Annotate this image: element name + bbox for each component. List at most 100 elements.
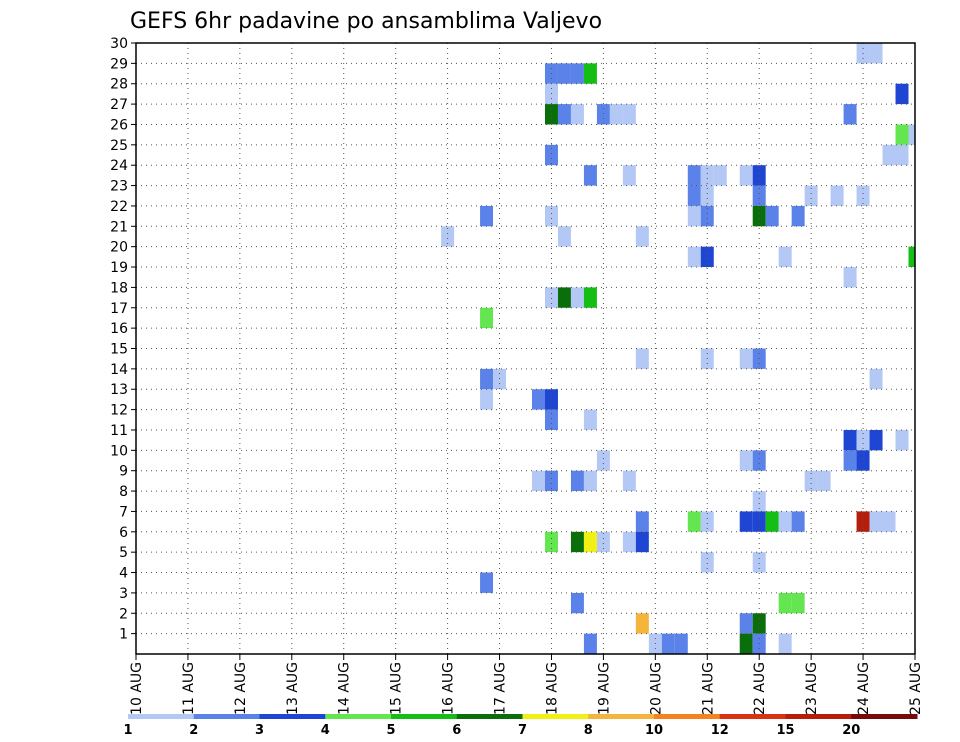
heatmap-cell xyxy=(687,205,701,227)
colorbar-label: 4 xyxy=(321,723,330,738)
grid-lines xyxy=(136,43,915,654)
y-tick-label: 6 xyxy=(119,525,128,541)
heatmap-cell xyxy=(765,205,779,227)
y-tick-label: 14 xyxy=(110,362,128,378)
colorbar: 1 2 3 4 5 6 7 8 10 12 15 20 xyxy=(123,714,918,738)
x-tick-label: 24 AUG xyxy=(856,662,872,715)
heatmap-cell xyxy=(843,429,857,451)
heatmap-cell xyxy=(895,124,909,145)
heatmap-cell xyxy=(778,511,792,532)
heatmap-cell xyxy=(752,491,766,512)
heatmap-cell xyxy=(583,633,597,654)
heatmap-cell xyxy=(480,368,494,390)
heatmap-cell xyxy=(895,429,909,451)
heatmap-cell xyxy=(493,368,507,390)
y-tick-label: 21 xyxy=(110,219,128,235)
colorbar-label: 5 xyxy=(386,723,395,738)
y-tick-label: 13 xyxy=(110,382,128,398)
x-tick-label: 12 AUG xyxy=(233,662,249,715)
colorbar-label: 1 xyxy=(123,723,132,738)
heatmap-cell xyxy=(856,429,870,451)
heatmap-cell xyxy=(480,205,494,227)
heatmap-cell xyxy=(635,348,649,369)
y-tick-label: 29 xyxy=(110,56,128,72)
heatmap-cell xyxy=(609,104,623,125)
heatmap-cell xyxy=(544,531,558,553)
heatmap-cell xyxy=(583,531,597,553)
x-tick-label: 22 AUG xyxy=(752,662,768,715)
heatmap-cell xyxy=(570,531,584,553)
x-tick-label: 25 AUG xyxy=(908,662,924,715)
heatmap-cell xyxy=(622,104,636,125)
heatmap-cell xyxy=(531,389,545,410)
heatmap-cell xyxy=(804,470,818,492)
heatmap-cell xyxy=(895,83,909,105)
heatmap-cell xyxy=(700,552,714,573)
heatmap-cell xyxy=(843,104,857,125)
colorbar-label: 6 xyxy=(452,723,461,738)
x-tick-label: 14 AUG xyxy=(337,662,353,715)
heatmap-cell xyxy=(713,165,727,186)
y-tick-label: 15 xyxy=(110,342,128,358)
heatmap-cell xyxy=(700,205,714,227)
y-tick-label: 12 xyxy=(110,403,128,419)
heatmap-cell xyxy=(622,165,636,186)
heatmap-cell xyxy=(843,450,857,471)
heatmap-cell xyxy=(882,511,896,532)
y-tick-label: 9 xyxy=(119,464,128,480)
y-tick-label: 22 xyxy=(110,199,128,215)
y-tick-label: 8 xyxy=(119,484,128,500)
x-tick-label: 20 AUG xyxy=(648,662,664,715)
y-tick-label: 28 xyxy=(110,77,128,93)
y-tick-label: 24 xyxy=(110,158,128,174)
colorbar-swatch xyxy=(259,714,326,719)
heatmap-cell xyxy=(739,613,753,634)
heatmap-cell xyxy=(791,511,805,532)
heatmap-cell xyxy=(752,552,766,573)
colorbar-swatch xyxy=(522,714,589,719)
heatmap-cell xyxy=(739,511,753,532)
x-tick-label: 13 AUG xyxy=(285,662,301,715)
colorbar-label: 3 xyxy=(255,723,264,738)
heatmap-cell xyxy=(635,613,649,634)
heatmap-cell xyxy=(752,185,766,206)
heatmap-cell xyxy=(570,104,584,125)
x-tick-label: 18 AUG xyxy=(544,662,560,715)
heatmap-cell xyxy=(544,470,558,492)
heatmap-cell xyxy=(544,144,558,166)
heatmap-cell xyxy=(544,205,558,227)
x-tick-label: 21 AUG xyxy=(700,662,716,715)
colorbar-swatch xyxy=(391,714,458,719)
x-tick-label: 10 AUG xyxy=(129,662,145,715)
colorbar-swatch xyxy=(588,714,655,719)
heatmap-cell xyxy=(804,185,818,206)
y-tick-label: 30 xyxy=(110,36,128,52)
heatmap-cell xyxy=(739,165,753,186)
heatmap-cell xyxy=(791,205,805,227)
heatmap-cell xyxy=(869,368,883,390)
y-axis: 1234567891011121314151617181920212223242… xyxy=(110,36,136,643)
y-tick-label: 20 xyxy=(110,240,128,256)
heatmap-cell xyxy=(908,246,915,268)
heatmap-cell xyxy=(700,185,714,206)
colorbar-swatch xyxy=(193,714,260,719)
heatmap-cell xyxy=(752,511,766,532)
plot-frame xyxy=(135,42,916,655)
heatmap-cell xyxy=(869,429,883,451)
heatmap-cell xyxy=(856,185,870,206)
heatmap-cell xyxy=(596,104,610,125)
y-tick-label: 5 xyxy=(119,545,128,561)
heatmap-cell xyxy=(700,511,714,532)
heatmap-cell xyxy=(882,144,896,166)
y-tick-label: 11 xyxy=(110,423,128,439)
x-tick-label: 11 AUG xyxy=(181,662,197,715)
heatmap-cell xyxy=(544,409,558,430)
y-tick-label: 16 xyxy=(110,321,128,337)
heatmap-cell xyxy=(441,226,455,247)
heatmap-cell xyxy=(739,450,753,471)
heatmap-cell xyxy=(557,226,571,247)
heatmap-cell xyxy=(557,104,571,125)
x-axis: 10 AUG 11 AUG 12 AUG 13 AUG 14 AUG 15 AUG 16 A… xyxy=(129,654,924,715)
heatmap-cell xyxy=(687,165,701,186)
